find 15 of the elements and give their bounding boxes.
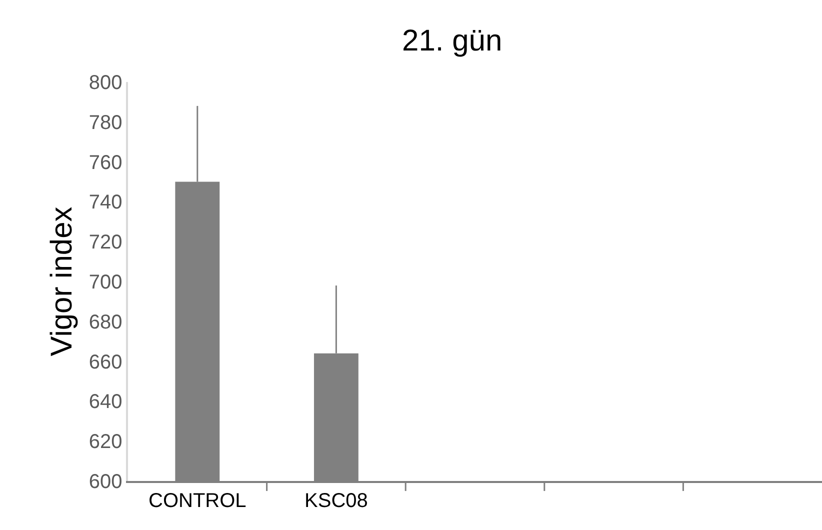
y-tick-label: 780: [88, 112, 122, 134]
y-tick-label: 640: [88, 391, 122, 414]
chart-title: 21. gün: [402, 24, 502, 58]
y-tick-label: 740: [88, 192, 122, 214]
y-tick-label: 680: [88, 311, 122, 334]
y-tick-label: 800: [88, 72, 122, 94]
y-tick-label: 660: [88, 351, 122, 374]
x-tick-label: KSC08: [304, 490, 368, 512]
y-tick-label: 600: [88, 471, 122, 493]
y-tick-label: 720: [88, 232, 122, 254]
y-axis-title: Vigor index: [45, 206, 78, 356]
x-tick-label: CONTROL: [148, 490, 246, 512]
y-tick-label: 620: [88, 431, 122, 454]
y-tick-label: 700: [88, 272, 122, 294]
y-tick-label: 760: [88, 152, 122, 174]
